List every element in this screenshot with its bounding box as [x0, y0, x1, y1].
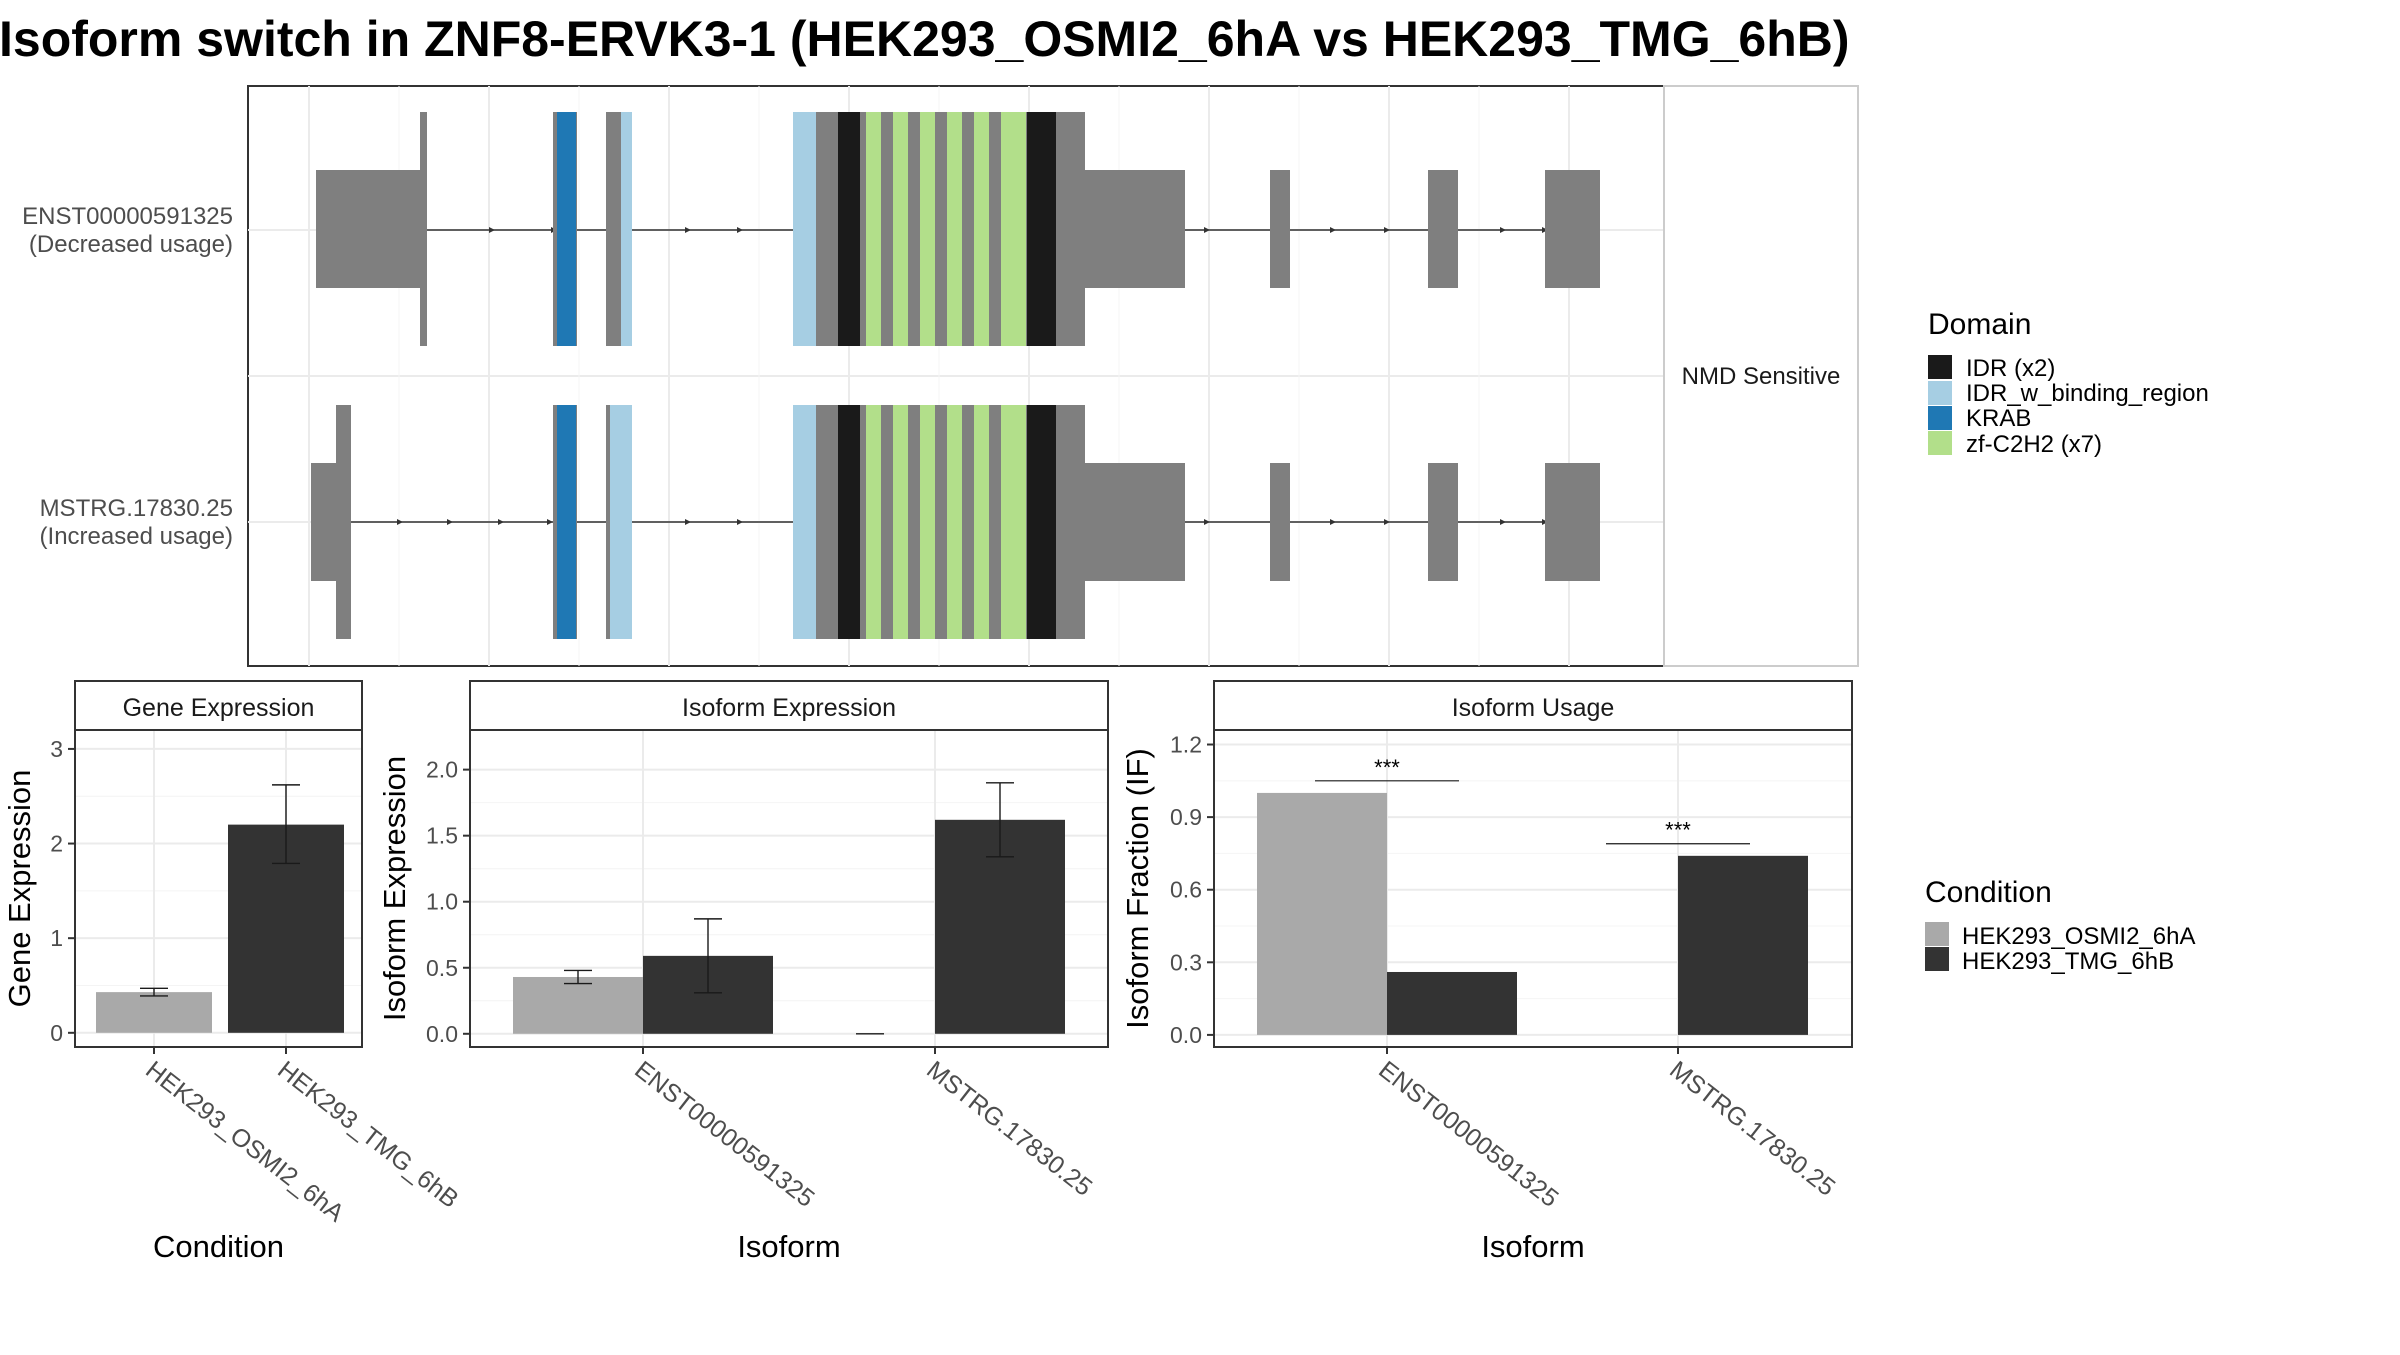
figure-title: Isoform switch in ZNF8-ERVK3-1 (HEK293_O… — [0, 11, 1850, 67]
zf-c2h2-domain — [920, 405, 935, 639]
zf-c2h2-domain — [893, 112, 908, 346]
y-axis-title: Gene Expression — [2, 770, 37, 1008]
idr-binding-domain — [621, 112, 632, 346]
bar — [96, 992, 212, 1033]
legend-key-idr-binding — [1928, 381, 1952, 405]
y-tick-label: 0.0 — [1170, 1022, 1202, 1048]
isoform-2-usage-label: (Increased usage) — [40, 523, 233, 550]
zf-c2h2-domain — [974, 112, 989, 346]
y-tick-label: 2.0 — [426, 757, 458, 783]
domains — [557, 405, 1056, 639]
idr-binding-domain — [793, 405, 816, 639]
y-tick-label: 0.3 — [1170, 949, 1202, 975]
nmd-strip-background — [1663, 85, 1859, 667]
x-axis-title: Isoform — [1481, 1229, 1584, 1264]
legend-label-idr-binding: IDR_w_binding_region — [1966, 380, 2209, 407]
condition-legend-title: Condition — [1925, 876, 2052, 909]
legend-label-zf-c2h2: zf-C2H2 (x7) — [1966, 431, 2102, 458]
legend-key-zf-c2h2 — [1928, 431, 1952, 455]
zf-c2h2-domain — [866, 405, 881, 639]
bar — [513, 976, 643, 1034]
y-tick-label: 1 — [50, 925, 63, 951]
zf-c2h2-domain — [947, 112, 962, 346]
isoform-2-id-label: MSTRG.17830.25 — [40, 495, 233, 522]
y-tick-label: 2 — [50, 831, 63, 857]
y-axis-title: Isoform Fraction (IF) — [1120, 748, 1155, 1029]
y-tick-label: 3 — [50, 736, 63, 762]
bar — [1257, 792, 1387, 1035]
y-axis-title: Isoform Expression — [377, 756, 412, 1021]
panel-strip — [74, 680, 363, 731]
y-tick-label: 1.0 — [426, 889, 458, 915]
significance-marker: *** — [1665, 818, 1691, 843]
domains — [557, 112, 1056, 346]
panel-strip — [1213, 680, 1853, 731]
idr-binding-domain — [793, 112, 816, 346]
y-tick-label: 0.5 — [426, 955, 458, 981]
panel-title: Gene Expression — [123, 694, 315, 722]
condition-legend: Condition HEK293_OSMI2_6hA HEK293_TMG_6h… — [1925, 876, 2195, 975]
x-axis-title: Condition — [153, 1229, 284, 1264]
panel-title: Isoform Usage — [1452, 694, 1615, 722]
zf-c2h2-domain — [920, 112, 935, 346]
y-tick-label: 1.5 — [426, 823, 458, 849]
significance-marker: *** — [1374, 755, 1400, 780]
zf-c2h2-domain — [947, 405, 962, 639]
gene-expression-panel: Gene Expression0123HEK293_OSMI2_6hAHEK29… — [2, 680, 464, 1264]
panel-title: Isoform Expression — [682, 694, 896, 722]
idr-domain — [838, 112, 860, 346]
krab-domain — [557, 112, 576, 346]
idr-domain — [1027, 405, 1056, 639]
panel-strip — [469, 680, 1109, 731]
bar — [1387, 971, 1517, 1035]
isoform-1-id-label: ENST00000591325 — [22, 203, 233, 230]
zf-c2h2-domain — [974, 405, 989, 639]
zf-c2h2-domain — [866, 112, 881, 346]
y-tick-label: 0 — [50, 1020, 63, 1046]
x-axis-title: Isoform — [737, 1229, 840, 1264]
isoform-1-usage-label: (Decreased usage) — [29, 231, 233, 258]
domain-legend-title: Domain — [1928, 308, 2031, 341]
legend-label-osmi2: HEK293_OSMI2_6hA — [1962, 923, 2195, 950]
legend-key-tmg — [1925, 947, 1949, 971]
y-tick-label: 0.9 — [1170, 804, 1202, 830]
legend-key-osmi2 — [1925, 922, 1949, 946]
krab-domain — [557, 405, 576, 639]
zf-c2h2-domain — [893, 405, 908, 639]
isoform-1-track — [316, 112, 1600, 346]
idr-domain — [1027, 112, 1056, 346]
y-tick-label: 0.0 — [426, 1021, 458, 1047]
legend-label-tmg: HEK293_TMG_6hB — [1962, 948, 2174, 975]
bar — [1678, 855, 1808, 1035]
y-tick-label: 1.2 — [1170, 732, 1202, 758]
zf-c2h2-domain — [1011, 405, 1026, 639]
legend-label-idr: IDR (x2) — [1966, 355, 2055, 382]
idr-binding-domain — [610, 405, 632, 639]
transcript-structure-panel: NMD Sensitive ENST00000591325 (Decreased… — [22, 85, 1859, 667]
idr-domain — [838, 405, 860, 639]
isoform-2-track — [311, 405, 1600, 639]
legend-key-krab — [1928, 406, 1952, 430]
legend-key-idr — [1928, 355, 1952, 379]
nmd-strip-label: NMD Sensitive — [1682, 363, 1841, 390]
domain-legend: Domain IDR (x2) IDR_w_binding_region KRA… — [1928, 308, 2209, 458]
zf-c2h2-domain — [1011, 112, 1026, 346]
y-tick-label: 0.6 — [1170, 877, 1202, 903]
legend-label-krab: KRAB — [1966, 405, 2031, 432]
